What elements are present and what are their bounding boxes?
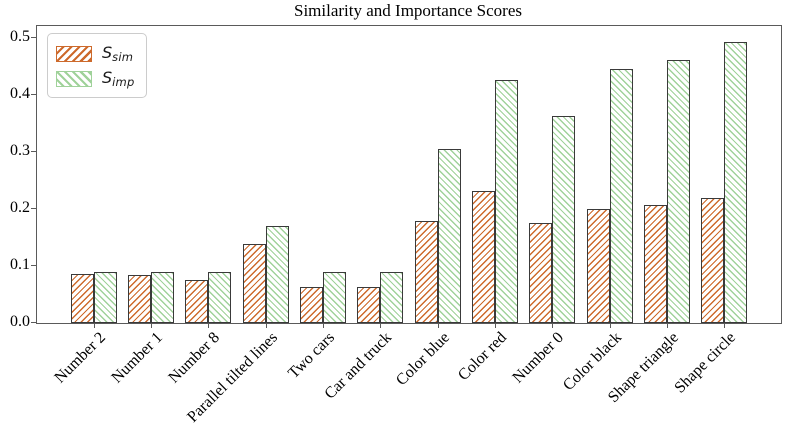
- bar-imp-color-red: [494, 80, 518, 323]
- bar-imp-number-8: [208, 272, 232, 323]
- bar-sim-shape-circle: [701, 198, 725, 323]
- legend-label-s-imp: Simp: [102, 68, 135, 89]
- bar-imp-number-2: [93, 272, 117, 323]
- legend-item-s-imp: Simp: [56, 66, 146, 91]
- bar-imp-color-black: [609, 69, 633, 323]
- bar-sim-number-0: [529, 223, 553, 323]
- y-tick-mark: [31, 36, 36, 38]
- legend-swatch-s-sim: [56, 45, 92, 62]
- y-tick-mark: [31, 264, 36, 266]
- bar-imp-number-1: [150, 272, 174, 323]
- legend: Ssim Simp: [47, 33, 147, 98]
- bar-sim-number-1: [127, 275, 151, 323]
- legend-label-s-sim: Ssim: [102, 43, 134, 64]
- y-tick-label-0.2: 0.2: [10, 198, 30, 216]
- bar-imp-two-cars: [322, 272, 346, 323]
- y-tick-label-0.5: 0.5: [10, 27, 30, 45]
- x-tick-mark: [93, 323, 95, 328]
- x-tick-mark: [724, 323, 726, 328]
- x-tick-mark: [380, 323, 382, 328]
- y-tick-mark: [31, 150, 36, 152]
- x-tick-mark: [322, 323, 324, 328]
- y-tick-mark: [31, 207, 36, 209]
- x-tick-mark: [208, 323, 210, 328]
- y-tick-label-0.4: 0.4: [10, 84, 30, 102]
- x-tick-mark: [494, 323, 496, 328]
- bar-imp-shape-circle: [724, 42, 748, 323]
- y-tick-label-0.0: 0.0: [10, 313, 30, 330]
- y-tick-label-0.1: 0.1: [10, 255, 30, 273]
- bar-imp-parallel-tilted-lines: [265, 226, 289, 323]
- bar-sim-color-blue: [414, 221, 438, 323]
- y-tick-mark: [31, 93, 36, 95]
- plot-area: [36, 25, 782, 324]
- bar-imp-shape-triangle: [667, 60, 690, 323]
- legend-item-s-sim: Ssim: [56, 41, 146, 66]
- x-tick-mark: [552, 323, 554, 328]
- bar-imp-color-blue: [437, 149, 461, 323]
- x-tick-mark: [667, 323, 668, 328]
- x-tick-mark: [437, 323, 439, 328]
- bar-sim-shape-triangle: [644, 205, 667, 323]
- bar-sim-number-8: [185, 280, 209, 323]
- bar-sim-car-and-truck: [357, 287, 381, 323]
- bar-sim-color-red: [471, 191, 495, 323]
- bar-sim-two-cars: [299, 287, 323, 323]
- bar-sim-number-2: [70, 274, 94, 323]
- x-tick-mark: [150, 323, 152, 328]
- bar-imp-number-0: [552, 116, 576, 323]
- chart-title: Similarity and Importance Scores: [293, 1, 523, 20]
- legend-swatch-s-imp: [56, 70, 92, 87]
- x-tick-mark: [265, 323, 267, 328]
- x-tick-mark: [609, 323, 611, 328]
- bar-sim-parallel-tilted-lines: [242, 244, 266, 323]
- bar-sim-color-black: [586, 209, 610, 323]
- bar-imp-car-and-truck: [380, 272, 404, 323]
- y-tick-mark: [31, 322, 36, 323]
- y-tick-label-0.3: 0.3: [10, 141, 30, 159]
